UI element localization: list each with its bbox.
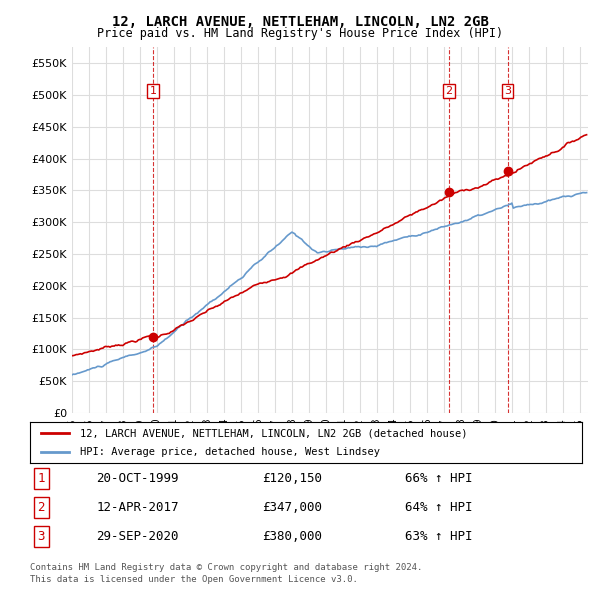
Text: 3: 3 [37, 530, 45, 543]
Text: 29-SEP-2020: 29-SEP-2020 [96, 530, 179, 543]
Text: £380,000: £380,000 [262, 530, 322, 543]
Text: £120,150: £120,150 [262, 472, 322, 485]
Text: 12, LARCH AVENUE, NETTLEHAM, LINCOLN, LN2 2GB (detached house): 12, LARCH AVENUE, NETTLEHAM, LINCOLN, LN… [80, 428, 467, 438]
Text: Contains HM Land Registry data © Crown copyright and database right 2024.: Contains HM Land Registry data © Crown c… [30, 563, 422, 572]
Text: 12-APR-2017: 12-APR-2017 [96, 501, 179, 514]
Text: 20-OCT-1999: 20-OCT-1999 [96, 472, 179, 485]
Text: £347,000: £347,000 [262, 501, 322, 514]
Text: 63% ↑ HPI: 63% ↑ HPI [406, 530, 473, 543]
Text: HPI: Average price, detached house, West Lindsey: HPI: Average price, detached house, West… [80, 447, 380, 457]
Text: This data is licensed under the Open Government Licence v3.0.: This data is licensed under the Open Gov… [30, 575, 358, 584]
Text: 3: 3 [504, 86, 511, 96]
Text: 1: 1 [150, 86, 157, 96]
Text: 64% ↑ HPI: 64% ↑ HPI [406, 501, 473, 514]
Text: 2: 2 [37, 501, 45, 514]
Text: 12, LARCH AVENUE, NETTLEHAM, LINCOLN, LN2 2GB: 12, LARCH AVENUE, NETTLEHAM, LINCOLN, LN… [112, 15, 488, 29]
Text: 66% ↑ HPI: 66% ↑ HPI [406, 472, 473, 485]
Text: Price paid vs. HM Land Registry's House Price Index (HPI): Price paid vs. HM Land Registry's House … [97, 27, 503, 40]
Text: 2: 2 [445, 86, 452, 96]
Text: 1: 1 [37, 472, 45, 485]
